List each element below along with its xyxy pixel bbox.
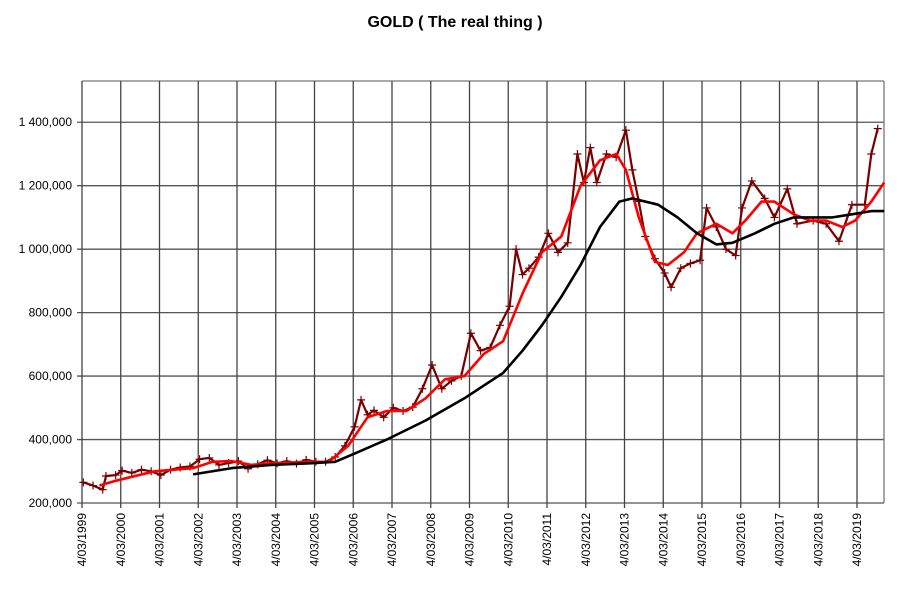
x-tick-label: 4/03/2014 — [656, 513, 670, 567]
data-point-marker — [834, 237, 843, 246]
x-tick-label: 4/03/2003 — [230, 513, 244, 567]
data-point-marker — [512, 245, 521, 254]
data-point-marker — [738, 203, 747, 212]
data-point-marker — [586, 143, 595, 152]
x-tick-label: 4/03/2008 — [424, 513, 438, 567]
data-point-marker — [867, 149, 876, 158]
data-point-marker — [573, 149, 582, 158]
data-point-marker — [156, 471, 165, 480]
data-point-marker — [118, 466, 127, 475]
data-point-marker — [770, 213, 779, 222]
data-point-marker — [505, 302, 514, 311]
data-point-marker — [379, 413, 388, 422]
data-point-marker — [524, 264, 533, 273]
data-point-marker — [621, 126, 630, 135]
data-point-marker — [137, 465, 146, 474]
data-point-marker — [466, 329, 475, 338]
gold-price-series-line — [83, 128, 879, 491]
data-point-marker — [793, 219, 802, 228]
data-point-marker — [428, 360, 437, 369]
x-tick-label: 4/03/2015 — [695, 513, 709, 567]
data-point-marker — [418, 384, 427, 393]
y-tick-label: 200,000 — [29, 496, 73, 510]
x-tick-label: 4/03/2011 — [540, 513, 554, 566]
y-tick-label: 800,000 — [29, 306, 73, 320]
data-point-marker — [873, 124, 882, 133]
x-tick-label: 4/03/2019 — [850, 513, 864, 567]
x-tick-label: 4/03/2006 — [346, 513, 360, 567]
data-point-marker — [495, 321, 504, 330]
data-point-marker — [111, 471, 120, 480]
data-point-marker — [101, 472, 110, 481]
y-tick-label: 1 000,000 — [19, 242, 73, 256]
data-point-marker — [847, 200, 856, 209]
short-moving-average-series-line — [99, 152, 886, 487]
data-point-marker — [476, 346, 485, 355]
x-tick-label: 4/03/2000 — [114, 513, 128, 567]
data-point-marker — [783, 184, 792, 193]
data-point-marker — [696, 256, 705, 265]
data-point-marker — [667, 283, 676, 292]
data-point-marker — [554, 248, 563, 257]
data-point-marker — [721, 245, 730, 254]
data-point-marker — [702, 203, 711, 212]
data-point-marker — [195, 455, 204, 464]
data-point-marker — [89, 481, 98, 490]
y-tick-label: 1 200,000 — [19, 179, 73, 193]
y-tick-label: 1 400,000 — [19, 115, 73, 129]
data-point-marker — [628, 165, 637, 174]
x-tick-label: 4/03/2004 — [269, 513, 283, 567]
data-point-marker — [563, 238, 572, 247]
data-point-marker — [592, 178, 601, 187]
data-point-marker — [205, 453, 214, 462]
data-point-marker — [676, 264, 685, 273]
data-point-marker — [350, 422, 359, 431]
x-tick-label: 4/03/2012 — [579, 513, 593, 567]
x-tick-label: 4/03/2001 — [153, 513, 167, 567]
data-point-marker — [518, 270, 527, 279]
data-point-marker — [660, 268, 669, 277]
x-tick-label: 4/03/2005 — [308, 513, 322, 567]
x-tick-label: 4/03/2016 — [734, 513, 748, 567]
data-point-marker — [747, 176, 756, 185]
chart-title: GOLD ( The real thing ) — [367, 14, 543, 31]
x-tick-label: 4/03/2009 — [463, 513, 477, 567]
data-point-marker — [98, 485, 107, 494]
x-tick-label: 4/03/2002 — [191, 513, 205, 567]
x-tick-label: 4/03/2017 — [773, 513, 787, 567]
data-point-marker — [79, 478, 88, 487]
y-tick-label: 600,000 — [29, 369, 73, 383]
long-moving-average-series-line — [192, 197, 885, 476]
data-point-marker — [437, 384, 446, 393]
x-tick-label: 4/03/2013 — [618, 513, 632, 567]
data-point-marker — [369, 406, 378, 415]
data-point-marker — [544, 229, 553, 238]
x-tick-label: 4/03/2010 — [501, 513, 515, 567]
data-point-marker — [686, 259, 695, 268]
x-tick-label: 4/03/1999 — [75, 513, 89, 567]
data-point-marker — [731, 251, 740, 260]
x-tick-label: 4/03/2007 — [385, 513, 399, 567]
data-point-marker — [357, 395, 366, 404]
x-tick-label: 4/03/2018 — [811, 513, 825, 567]
y-tick-label: 400,000 — [29, 433, 73, 447]
